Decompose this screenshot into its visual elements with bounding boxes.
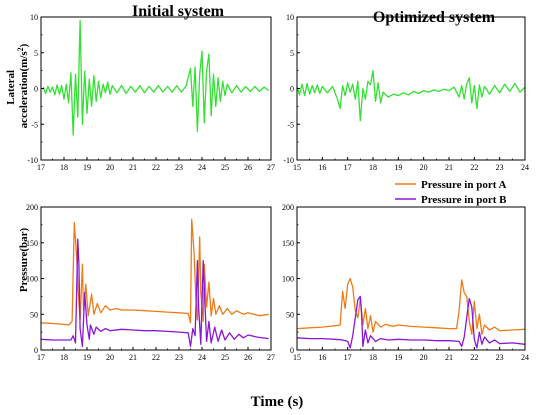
acc-initial-ytick-label: -10 — [27, 156, 38, 165]
pressure-optimized-xtick-label: 20 — [420, 353, 428, 362]
acc-optimized-xtick-label: 17 — [344, 163, 352, 172]
legend: Pressure in port A Pressure in port B — [395, 179, 507, 206]
acc-optimized-xtick-label: 21 — [445, 163, 453, 172]
acc-initial-xtick-label: 19 — [83, 163, 91, 172]
acc-initial-xtick-label: 21 — [129, 163, 137, 172]
panel-acc-optimized: 15 16 17 18 19 20 21 22 23 24 -10 -5 0 5 10 — [283, 13, 529, 172]
acc-initial-ytick-label: 5 — [34, 49, 38, 58]
pressure-initial-xtick-label: 27 — [267, 353, 275, 362]
panel-pressure-initial: 17 18 19 20 21 22 23 24 25 26 27 0 50 100 150 200 — [26, 203, 275, 362]
pressure-initial-ytick-label: 200 — [26, 203, 38, 212]
pressure-optimized-ytick-label: 150 — [282, 239, 294, 248]
acc-optimized-ytick-label: 0 — [290, 85, 294, 94]
acc-initial-xtick-label: 24 — [198, 163, 206, 172]
legend-label-port-a: Pressure in port A — [421, 179, 507, 191]
acc-optimized-xtick-label: 19 — [394, 163, 402, 172]
acc-initial-xtick-label: 22 — [152, 163, 160, 172]
ylabel-acceleration-line1: Lateral — [5, 70, 17, 105]
pressure-initial-ytick-label: 150 — [26, 239, 38, 248]
xlabel-time: Time (s) — [251, 394, 304, 410]
acc-initial-ytick-label: -5 — [31, 120, 38, 129]
legend-label-port-b: Pressure in port B — [421, 194, 507, 206]
pressure-optimized-xtick-label: 23 — [496, 353, 504, 362]
pressure-optimized-xtick-label: 19 — [394, 353, 402, 362]
pressure-initial-xtick-label: 20 — [106, 353, 114, 362]
pressure-optimized-ytick-label: 50 — [286, 310, 294, 319]
pressure-optimized-xtick-label: 24 — [521, 353, 529, 362]
acc-initial-xtick-label: 20 — [106, 163, 114, 172]
acc-optimized-series-0 — [296, 69, 526, 122]
pressure-optimized-ytick-label: 200 — [282, 203, 294, 212]
acc-optimized-ytick-label: -5 — [287, 120, 294, 129]
pressure-optimized-ytick-label: 0 — [290, 346, 294, 355]
pressure-optimized-xtick-label: 18 — [369, 353, 377, 362]
acc-optimized-xtick-label: 22 — [470, 163, 478, 172]
pressure-initial-ytick-label: 50 — [30, 310, 38, 319]
acc-initial-xtick-label: 18 — [60, 163, 68, 172]
pressure-initial-xtick-label: 18 — [60, 353, 68, 362]
acc-optimized-xtick-label: 16 — [318, 163, 326, 172]
pressure-optimized-series-0 — [296, 277, 526, 335]
acc-optimized-xtick-label: 20 — [420, 163, 428, 172]
acc-initial-ytick-label: 10 — [30, 13, 38, 22]
panel-pressure-optimized: 15 16 17 18 19 20 21 22 23 24 0 50 100 150 200 — [282, 203, 529, 362]
pressure-initial-series-0 — [40, 218, 269, 326]
pressure-initial-xtick-label: 25 — [221, 353, 229, 362]
pressure-initial-xtick-label: 23 — [175, 353, 183, 362]
pressure-optimized-series-1 — [296, 295, 526, 349]
pressure-initial-xtick-label: 19 — [83, 353, 91, 362]
acc-initial-xtick-label: 17 — [37, 163, 45, 172]
ylabel-acceleration-sup: 2 — [16, 47, 25, 51]
acc-initial-xtick-label: 27 — [267, 163, 275, 172]
ylabel-acceleration-close: ) — [18, 43, 30, 47]
pressure-initial-series-1 — [40, 238, 269, 348]
pressure-optimized-xtick-label: 16 — [318, 353, 326, 362]
pressure-optimized-ytick-label: 100 — [282, 275, 294, 284]
pressure-initial-xtick-label: 21 — [129, 353, 137, 362]
pressure-initial-xtick-label: 22 — [152, 353, 160, 362]
pressure-initial-xtick-label: 17 — [37, 353, 45, 362]
acc-initial-xtick-label: 26 — [244, 163, 252, 172]
acc-optimized-ytick-label: -10 — [283, 156, 294, 165]
acc-optimized-xtick-label: 24 — [521, 163, 529, 172]
title-initial-system: Initial system — [132, 3, 225, 20]
acc-initial-ytick-label: 0 — [34, 85, 38, 94]
pressure-initial-xtick-label: 26 — [244, 353, 252, 362]
acc-optimized-ytick-label: 5 — [290, 49, 294, 58]
pressure-initial-ytick-label: 0 — [34, 346, 38, 355]
pressure-initial-ytick-label: 100 — [26, 275, 38, 284]
acc-initial-xtick-label: 25 — [221, 163, 229, 172]
panel-acc-initial: 17 18 19 20 21 22 23 24 25 26 27 -10 -5 0 5 10 — [27, 13, 275, 172]
acc-optimized-xtick-label: 18 — [369, 163, 377, 172]
ylabel-acceleration-line2: acceleration(m/s — [18, 51, 30, 129]
acc-optimized-xtick-label: 23 — [496, 163, 504, 172]
pressure-optimized-xtick-label: 22 — [470, 353, 478, 362]
pressure-initial-xtick-label: 24 — [198, 353, 206, 362]
acc-initial-xtick-label: 23 — [175, 163, 183, 172]
ylabel-pressure: Pressure(bar) — [18, 227, 30, 292]
acc-optimized-ytick-label: 10 — [286, 13, 294, 22]
acc-initial-series-0 — [42, 19, 270, 136]
ylabel-acceleration: Lateral acceleration(m/s2) — [5, 43, 30, 128]
acc-optimized-xtick-label: 15 — [293, 163, 301, 172]
pressure-optimized-xtick-label: 21 — [445, 353, 453, 362]
pressure-optimized-xtick-label: 15 — [293, 353, 301, 362]
pressure-optimized-xtick-label: 17 — [344, 353, 352, 362]
